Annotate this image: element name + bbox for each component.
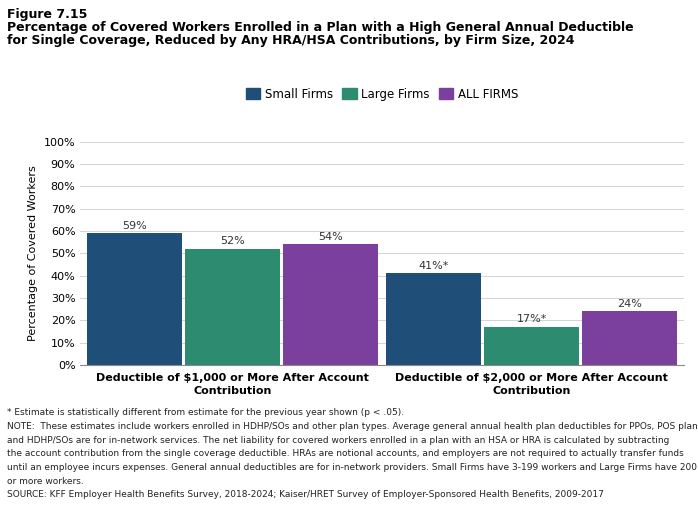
Text: 54%: 54% [318,232,343,242]
Text: * Estimate is statistically different from estimate for the previous year shown : * Estimate is statistically different fr… [7,408,404,417]
Legend: Small Firms, Large Firms, ALL FIRMS: Small Firms, Large Firms, ALL FIRMS [244,85,521,103]
Text: Percentage of Covered Workers Enrolled in a Plan with a High General Annual Dedu: Percentage of Covered Workers Enrolled i… [7,21,634,34]
Text: NOTE:  These estimates include workers enrolled in HDHP/SOs and other plan types: NOTE: These estimates include workers en… [7,422,698,431]
Text: 24%: 24% [617,299,642,309]
Text: Figure 7.15: Figure 7.15 [7,8,87,21]
Text: for Single Coverage, Reduced by Any HRA/HSA Contributions, by Firm Size, 2024: for Single Coverage, Reduced by Any HRA/… [7,34,574,47]
Y-axis label: Percentage of Covered Workers: Percentage of Covered Workers [28,165,38,341]
Bar [283,245,378,365]
Text: or more workers.: or more workers. [7,477,84,486]
Text: 59%: 59% [122,220,147,230]
Text: and HDHP/SOs are for in-network services. The net liability for covered workers : and HDHP/SOs are for in-network services… [7,436,669,445]
Bar [185,249,280,365]
Text: SOURCE: KFF Employer Health Benefits Survey, 2018-2024; Kaiser/HRET Survey of Em: SOURCE: KFF Employer Health Benefits Sur… [7,490,604,499]
Bar [582,311,677,365]
Bar [484,327,579,365]
Text: 52%: 52% [220,236,245,246]
Bar [387,274,482,365]
Text: 17%*: 17%* [517,314,547,324]
Text: until an employee incurs expenses. General annual deductibles are for in-network: until an employee incurs expenses. Gener… [7,463,697,472]
Text: 41%*: 41%* [419,261,449,271]
Bar [87,233,182,365]
Text: the account contribution from the single coverage deductible. HRAs are notional : the account contribution from the single… [7,449,684,458]
